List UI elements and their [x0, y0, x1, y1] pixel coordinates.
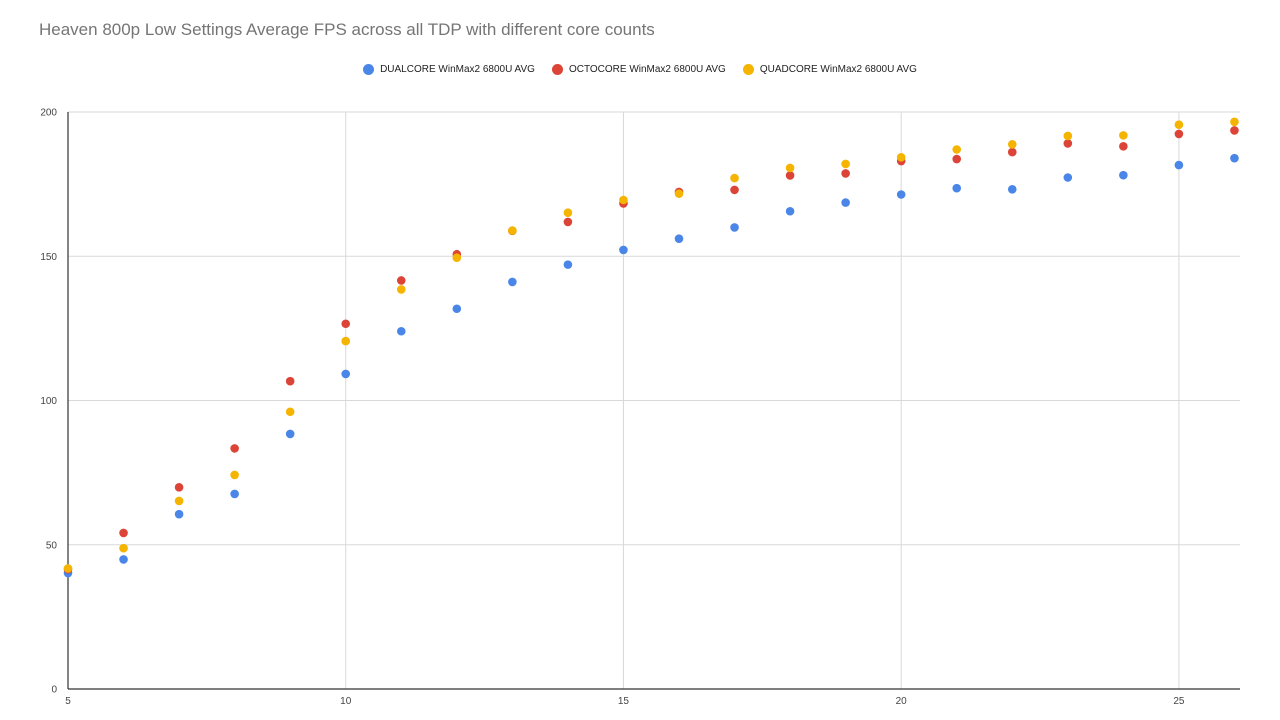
data-point[interactable]: [230, 470, 239, 480]
data-point[interactable]: [396, 276, 406, 285]
data-point[interactable]: [896, 152, 906, 162]
data-point[interactable]: [952, 145, 962, 154]
data-point[interactable]: [1230, 117, 1239, 127]
data-point[interactable]: [730, 223, 739, 232]
data-point[interactable]: [63, 564, 73, 573]
x-tick-label: 20: [896, 696, 908, 707]
data-point[interactable]: [841, 198, 850, 207]
data-point[interactable]: [1174, 120, 1184, 129]
data-point[interactable]: [1007, 185, 1017, 194]
data-point[interactable]: [1119, 131, 1128, 140]
legend-label-octocore: OCTOCORE WinMax2 6800U AVG: [568, 64, 726, 75]
y-tick-label: 200: [40, 108, 57, 119]
legend-item-octocore[interactable]: OCTOCORE WinMax2 6800U AVG: [551, 64, 726, 75]
data-point[interactable]: [730, 185, 739, 195]
x-tick-label: 10: [340, 696, 352, 707]
data-point[interactable]: [174, 509, 184, 519]
y-tick-label: 150: [40, 252, 57, 263]
x-tick-label: 5: [65, 696, 71, 707]
data-point[interactable]: [1007, 147, 1017, 157]
data-point[interactable]: [285, 429, 295, 439]
legend-item-quadcore[interactable]: QUADCORE WinMax2 6800U AVG: [742, 64, 917, 75]
data-point[interactable]: [396, 285, 406, 294]
data-point[interactable]: [841, 159, 850, 169]
data-point[interactable]: [1063, 131, 1073, 141]
data-point[interactable]: [1174, 129, 1184, 139]
data-point[interactable]: [563, 217, 573, 227]
data-point[interactable]: [396, 326, 406, 336]
data-point[interactable]: [619, 195, 628, 205]
data-point[interactable]: [785, 206, 795, 216]
data-point[interactable]: [174, 483, 184, 492]
legend-label-quadcore: QUADCORE WinMax2 6800U AVG: [759, 64, 917, 75]
legend-item-dualcore[interactable]: DUALCORE WinMax2 6800U AVG: [363, 64, 535, 75]
data-point[interactable]: [508, 277, 517, 287]
chart-title: Heaven 800p Low Settings Average FPS acr…: [39, 20, 655, 39]
data-point[interactable]: [1063, 173, 1073, 182]
data-point[interactable]: [1174, 160, 1184, 170]
data-point[interactable]: [119, 543, 128, 553]
data-point[interactable]: [1230, 126, 1239, 135]
data-point[interactable]: [452, 253, 462, 262]
data-point[interactable]: [1007, 140, 1017, 149]
x-tick-label: 25: [1173, 696, 1185, 707]
y-tick-label: 0: [51, 685, 57, 696]
data-point[interactable]: [230, 489, 239, 499]
data-point[interactable]: [341, 336, 351, 346]
data-point[interactable]: [341, 319, 351, 329]
y-tick-label: 50: [46, 540, 58, 551]
data-point[interactable]: [563, 208, 573, 217]
data-point[interactable]: [285, 376, 295, 386]
data-point[interactable]: [452, 304, 462, 314]
data-point[interactable]: [674, 189, 684, 198]
data-point[interactable]: [841, 169, 850, 178]
y-tick-label: 100: [40, 396, 57, 407]
data-point[interactable]: [119, 528, 128, 538]
data-point[interactable]: [508, 226, 517, 235]
data-point[interactable]: [785, 171, 795, 180]
data-point[interactable]: [174, 496, 184, 506]
data-point[interactable]: [285, 407, 295, 417]
data-point[interactable]: [119, 555, 128, 564]
data-point[interactable]: [341, 369, 351, 379]
data-point[interactable]: [230, 444, 239, 453]
data-point[interactable]: [952, 183, 962, 193]
data-point[interactable]: [785, 163, 795, 173]
legend-swatch-quadcore: [742, 64, 754, 75]
legend-swatch-dualcore: [363, 64, 375, 75]
data-point[interactable]: [952, 154, 962, 164]
data-point[interactable]: [1063, 139, 1073, 148]
data-point[interactable]: [896, 190, 906, 199]
data-point[interactable]: [1119, 170, 1128, 180]
data-point[interactable]: [730, 173, 739, 183]
data-point[interactable]: [1230, 153, 1239, 163]
legend-label-dualcore: DUALCORE WinMax2 6800U AVG: [380, 64, 535, 75]
data-point[interactable]: [1119, 142, 1128, 151]
legend: DUALCORE WinMax2 6800U AVG OCTOCORE WinM…: [0, 64, 1280, 75]
legend-swatch-octocore: [551, 64, 563, 75]
data-point[interactable]: [619, 245, 628, 255]
data-point[interactable]: [563, 260, 573, 269]
x-tick-label: 15: [618, 696, 630, 707]
data-point[interactable]: [674, 234, 684, 243]
